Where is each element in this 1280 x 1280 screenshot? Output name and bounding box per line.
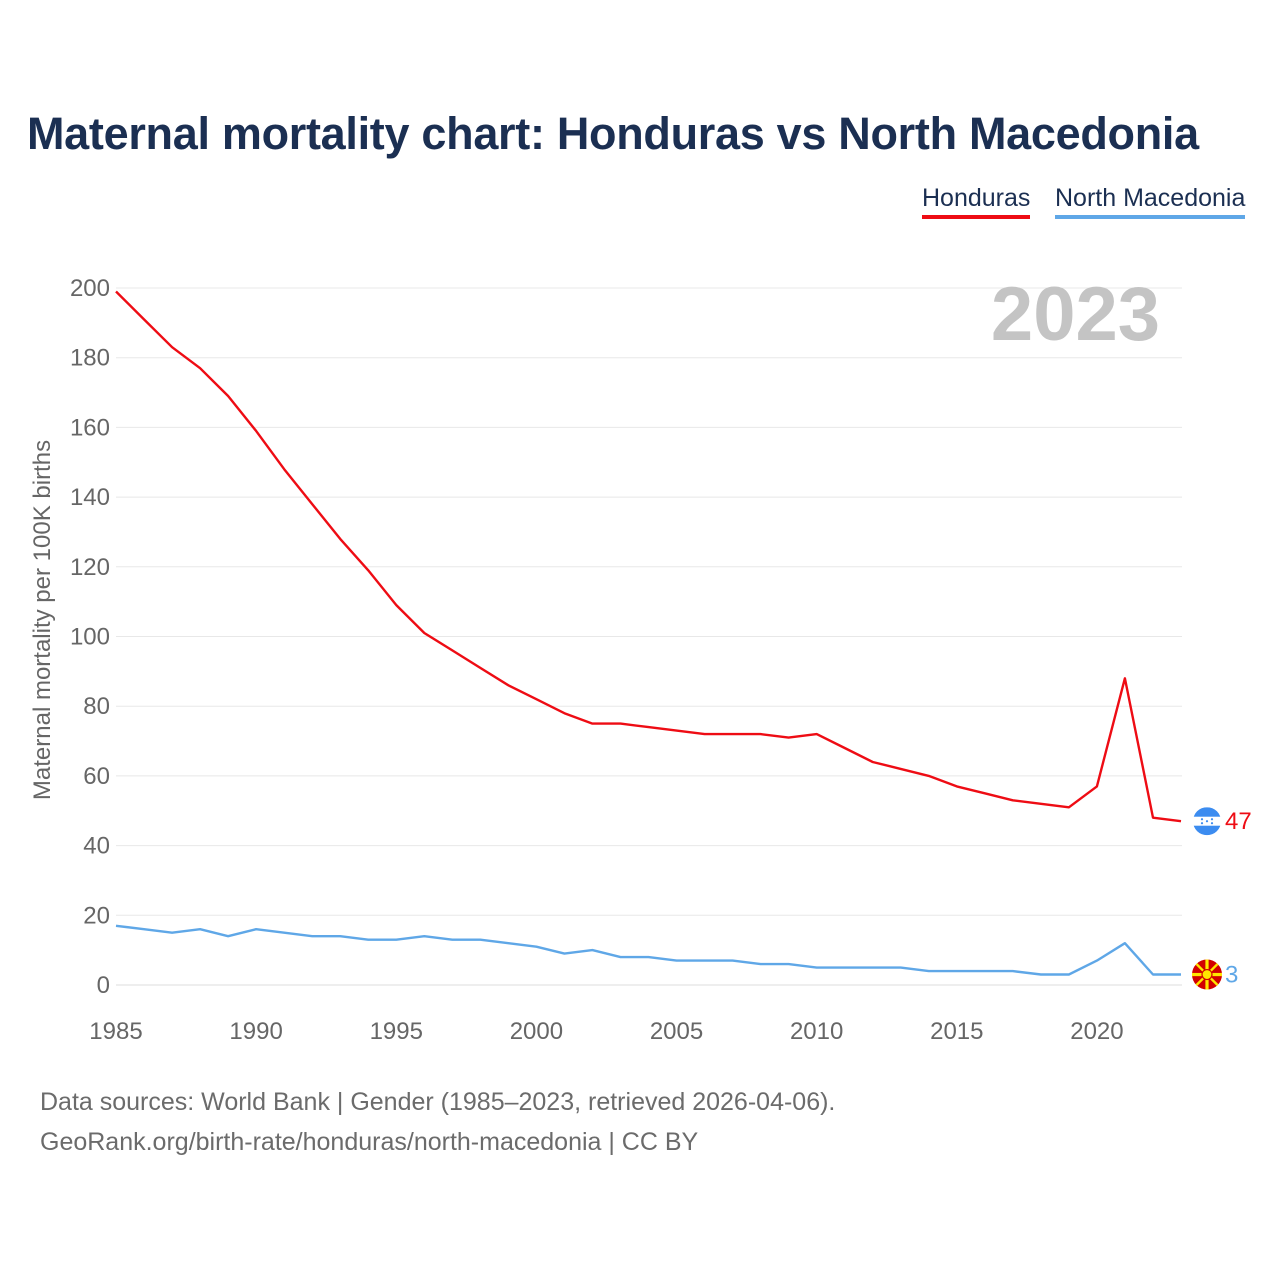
y-tick-label-20: 20 <box>83 902 110 929</box>
x-tick-label-2010: 2010 <box>790 1018 843 1045</box>
y-tick-label-140: 140 <box>70 484 110 511</box>
legend-item-honduras[interactable]: Honduras <box>922 184 1031 219</box>
x-axis-ticks: 1985 1990 1995 2000 2005 2010 2015 2020 <box>89 1018 1123 1045</box>
series-lines <box>115 290 1182 976</box>
y-tick-label-80: 80 <box>83 693 110 720</box>
y-tick-label-0: 0 <box>97 972 110 999</box>
grid-lines <box>116 287 1182 986</box>
x-tick-label-2000: 2000 <box>510 1018 563 1045</box>
y-tick-label-100: 100 <box>70 624 110 651</box>
x-tick-label-1985: 1985 <box>89 1018 142 1045</box>
series-end-flags: 47 3 <box>1192 807 1252 990</box>
chart-title: Maternal mortality chart: Honduras vs No… <box>27 108 1199 159</box>
y-axis-ticks: 0 20 40 60 80 100 120 140 160 180 200 <box>70 275 110 999</box>
x-tick-label-2005: 2005 <box>650 1018 703 1045</box>
honduras-flag-icon <box>1193 807 1221 836</box>
x-tick-label-1995: 1995 <box>370 1018 423 1045</box>
y-axis-title: Maternal mortality per 100K births <box>29 440 56 800</box>
year-label: 2023 <box>991 272 1160 357</box>
end-value-label-north-macedonia: 3 <box>1225 962 1238 989</box>
x-tick-label-2020: 2020 <box>1070 1018 1123 1045</box>
x-tick-label-1990: 1990 <box>229 1018 282 1045</box>
y-tick-label-160: 160 <box>70 414 110 441</box>
series-line-honduras[interactable] <box>115 290 1182 823</box>
source-note: Data sources: World Bank | Gender (1985–… <box>40 1088 836 1116</box>
y-tick-label-180: 180 <box>70 345 110 372</box>
end-value-label-honduras: 47 <box>1225 808 1252 835</box>
y-tick-label-120: 120 <box>70 554 110 581</box>
y-tick-label-60: 60 <box>83 763 110 790</box>
x-tick-label-2015: 2015 <box>930 1018 983 1045</box>
series-line-north-macedonia[interactable] <box>115 924 1181 976</box>
legend-item-north-macedonia[interactable]: North Macedonia <box>1055 184 1246 219</box>
y-tick-label-40: 40 <box>83 833 110 860</box>
y-tick-label-200: 200 <box>70 275 110 302</box>
north-macedonia-flag-icon <box>1192 959 1222 990</box>
source-link[interactable]: GeoRank.org/birth-rate/honduras/north-ma… <box>40 1128 699 1156</box>
